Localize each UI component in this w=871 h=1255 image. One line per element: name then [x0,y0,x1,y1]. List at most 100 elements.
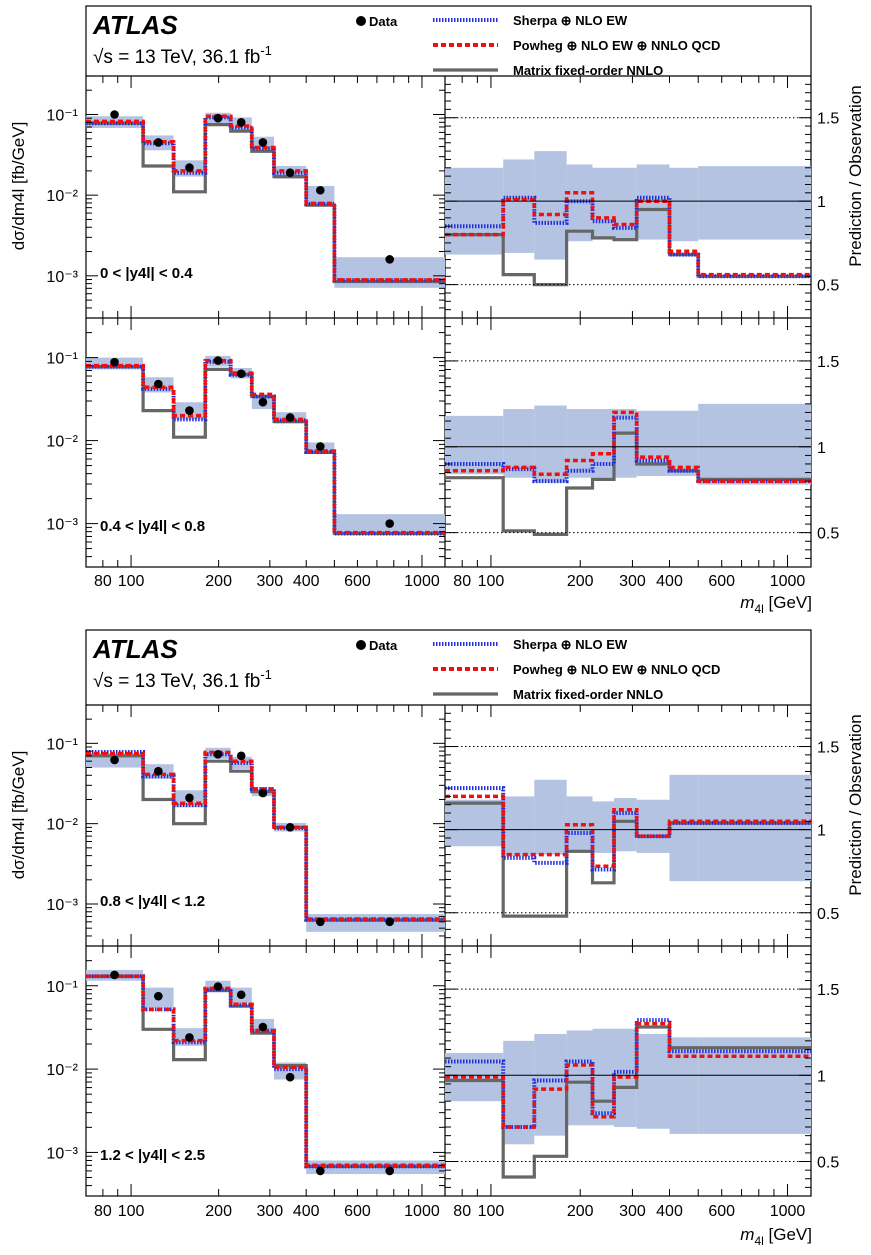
y-tick-label: 10⁻³ [46,1145,78,1162]
x-tick-label: 400 [293,1203,320,1220]
ratio-panel [445,988,811,1179]
energy-sup: -1 [260,43,272,58]
energy-label: √s = 13 TeV, 36.1 fb-1 [93,43,272,68]
powheg-line [445,410,811,483]
powheg-line [86,974,445,1168]
uncertainty-band-bin [566,796,593,853]
y-tick-label: 10⁻³ [46,517,78,534]
ratio-panel [445,360,811,536]
data-point [385,519,394,528]
sherpa-line [86,115,445,283]
atlas-label: ATLAS [92,634,178,664]
data-point [385,255,394,264]
uncertainty-band-bin [534,405,567,483]
data-point [236,369,246,378]
sherpa-line [445,786,811,872]
powheg-line [86,750,445,921]
data-point [154,766,163,776]
legend-data-label: Data [369,14,398,29]
x-tick-label: 100 [478,1203,505,1220]
y-tick-label: 10⁻¹ [46,351,78,368]
x-tick-label: 300 [257,573,284,590]
uncertainty-band-bin [698,774,811,882]
uncertainty-band-bin [614,1028,637,1128]
x-tick-label: 300 [619,573,646,590]
uncertainty-band-bin [592,409,615,478]
ratio-y-tick-label: 1.5 [817,354,839,371]
x-tick-label: 1000 [404,1203,440,1220]
uncertainty-band-bin [534,779,567,855]
legend-data-marker [356,16,366,26]
uncertainty-band-bin [534,1033,567,1136]
x-axis-title: m4l [GeV] [740,1225,812,1248]
data-point [110,357,119,367]
uncertainty-band-bin [669,774,699,882]
x-axis [85,76,789,318]
uncertainty-band-bin [614,167,637,240]
ratio-y-tick-label: 1 [817,440,826,457]
data-point [315,185,325,195]
ratio-y-tick-label: 0.5 [817,278,839,295]
uncertainty-band-bin [614,798,637,852]
uncertainty-band-group [86,355,445,534]
y-axis-title: dσ/dm4l [fb/GeV] [9,122,28,251]
x-tick-label: 400 [656,573,683,590]
data-point [315,442,325,451]
data-point [285,823,295,832]
rapidity-range-label: 1.2 < |y4l| < 2.5 [100,1147,205,1164]
legend-matrix-label: Matrix fixed-order NNLO [513,63,663,78]
uncertainty-band-bin [566,409,593,478]
data-point [236,751,246,761]
data-point [185,406,194,415]
data-point [285,413,295,422]
data-point [236,118,246,127]
x-tick-label: 100 [118,1203,145,1220]
y-tick-label: 10⁻³ [46,269,78,286]
uncertainty-band-group [445,403,811,485]
left-y-axis: 10⁻¹ 10⁻² 10⁻³ [46,89,445,319]
legend-data-marker [356,640,366,650]
data-point [385,917,394,927]
powheg-line [86,114,445,282]
data-point [110,110,119,119]
distribution-panel [86,110,445,288]
y-axis-title: dσ/dm4l [fb/GeV] [9,751,28,880]
x-tick-label: 80 [94,573,112,590]
data-point [258,138,268,147]
uncertainty-band-bin [614,409,637,478]
legend-powheg-label: Powheg ⊕ NLO EW ⊕ NNLO QCD [513,662,720,677]
data-point [110,970,119,980]
x-tick-label: 300 [619,1203,646,1220]
legend: Data Sherpa ⊕ NLO EW Powheg ⊕ NLO EW ⊕ NNL… [356,13,720,78]
legend-data-label: Data [369,638,398,653]
right-y-axis: 0.5 1 1.5 [445,75,839,319]
ratio-y-tick-label: 1.5 [817,111,839,128]
matrix-line [86,121,445,284]
uncertainty-band-group [86,969,445,1175]
matrix-line [86,974,445,1168]
uncertainty-band-group [445,151,811,260]
legend-matrix-label: Matrix fixed-order NNLO [513,687,663,702]
ratio-y-tick-label: 1.5 [817,982,839,999]
uncertainty-band-bin [669,167,699,242]
x-tick-label: 600 [708,573,735,590]
uncertainty-band-bin [534,151,567,260]
x-tick-label: 100 [118,573,145,590]
y-tick-label: 10⁻² [46,1062,78,1079]
x-tick-label: 1000 [404,573,440,590]
sherpa-line [445,195,811,279]
x-tick-label: 1000 [770,1203,806,1220]
x-axis: 80 100 200 300 400 600 1000 80 100 200 300 400 600 10… [85,318,805,590]
uncertainty-band-bin [592,801,615,853]
right-y-axis: 0.5 1 1.5 [445,317,839,568]
x-tick-label: 200 [205,1203,232,1220]
data-point [285,168,295,177]
data-point [213,113,223,123]
y-tick-label: 10⁻¹ [46,107,78,124]
x-tick-label: 200 [205,573,232,590]
ratio-panel [445,117,811,287]
uncertainty-band-group [445,774,811,882]
data-point [258,788,268,798]
ratio-y-tick-label: 0.5 [817,1155,839,1172]
right-y-axis: 0.5 1 1.5 [445,945,839,1197]
